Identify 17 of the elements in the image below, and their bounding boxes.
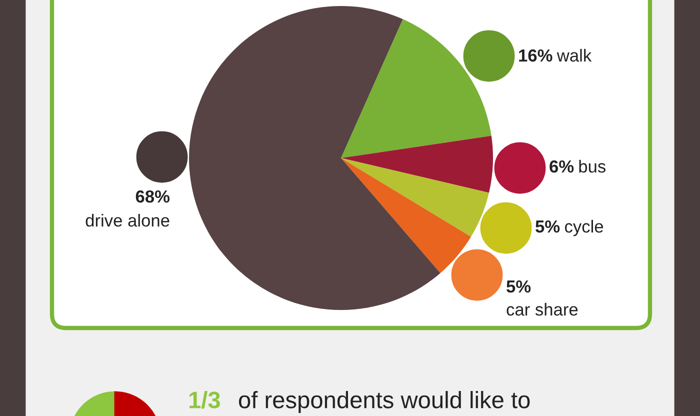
data-label: 5% <box>506 280 531 293</box>
slice-label: bus <box>579 160 606 173</box>
pie-slice <box>341 158 489 237</box>
text: of respondents would like to <box>238 390 530 414</box>
data-label: 5% <box>536 220 560 233</box>
pie-slice <box>189 6 440 310</box>
slice-label: walk <box>556 48 592 62</box>
pie-slice <box>341 158 472 274</box>
slice-label: cycle <box>564 220 604 236</box>
slice-label: drive alone <box>86 214 170 227</box>
data-label: 16% <box>519 49 552 62</box>
pie-slice <box>341 136 493 193</box>
data-label: 68% <box>136 190 170 203</box>
slice-label: car share <box>506 302 578 316</box>
text: 1/3 <box>189 390 220 409</box>
data-label: 6% <box>550 160 574 173</box>
pie-slice <box>341 19 492 158</box>
